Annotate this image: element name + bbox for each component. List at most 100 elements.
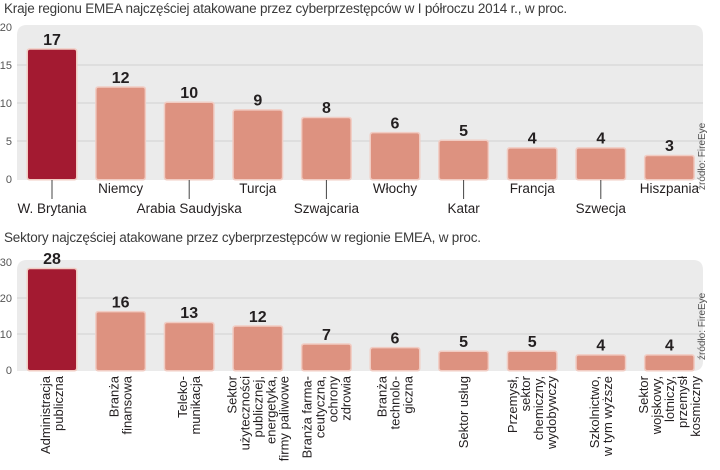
- category-label: Sektorwojskowy,lotniczy,przemysłkosmiczn…: [636, 375, 703, 436]
- category-label-line: Branża farma-: [299, 376, 314, 458]
- category-label: Hiszpania: [640, 181, 700, 196]
- chart-1-title: Kraje regionu EMEA najczęściej atakowane…: [4, 1, 567, 16]
- bar: [645, 156, 694, 179]
- category-label-line: Administracja: [38, 375, 53, 454]
- chart-1: 0 5 10 15 20 17 W. Brytania 12 Niemcy 10 Arabia Sa…: [0, 22, 703, 216]
- chart-2-source: źródło: FireEye: [697, 292, 708, 360]
- bar: [302, 118, 351, 179]
- y-tick-label: 10: [0, 98, 12, 110]
- y-tick-label: 20: [0, 22, 12, 34]
- category-label: Katar: [447, 201, 480, 216]
- category-label: Arabia Saudyjska: [137, 201, 243, 216]
- category-label-line: chemiczny,: [531, 376, 546, 440]
- category-label-line: Sektor: [224, 375, 239, 413]
- y-tick-label: 0: [6, 174, 12, 186]
- category-label-line: giczna: [401, 375, 416, 413]
- bar-value-label: 7: [322, 327, 331, 344]
- bar: [233, 326, 282, 370]
- bar: [576, 148, 625, 179]
- category-label-line: publiczna: [51, 375, 66, 431]
- category-label-line: użyteczności: [237, 376, 252, 451]
- category-label-line: przemysł: [675, 376, 690, 428]
- bar-value-label: 5: [528, 334, 537, 351]
- category-label-line: kosmiczny: [688, 376, 703, 437]
- bar: [165, 103, 214, 179]
- category-label-line: publicznej,: [250, 376, 265, 437]
- category-label: Sektor usług: [456, 376, 471, 448]
- category-label-line: ochrony: [325, 376, 340, 423]
- bar: [165, 323, 214, 370]
- y-tick-label: 5: [6, 136, 12, 148]
- category-label: Francja: [510, 181, 556, 196]
- bar-value-label: 5: [459, 334, 468, 351]
- bar-value-label: 4: [665, 338, 674, 355]
- category-label-line: Sektor usług: [456, 376, 471, 448]
- category-label-line: firmy paliwowe: [276, 376, 291, 461]
- y-tick-label: 15: [0, 60, 12, 72]
- category-label-line: w tym wyższe: [600, 376, 615, 457]
- category-label-line: technolo-: [388, 376, 403, 429]
- chart-1-source: źródło: FireEye: [697, 122, 708, 190]
- bar-value-label: 12: [112, 70, 130, 87]
- bar-value-label: 16: [112, 294, 130, 311]
- category-label-line: zdrowia: [338, 375, 353, 421]
- chart-2-title: Sektory najczęściej atakowane przez cybe…: [4, 230, 481, 245]
- y-tick-label: 20: [0, 293, 12, 305]
- bar: [302, 344, 351, 370]
- bar-value-label: 17: [43, 32, 61, 49]
- bar-value-label: 13: [180, 305, 198, 322]
- bar: [439, 352, 488, 370]
- category-label: Teleko-munikacja: [175, 375, 203, 434]
- category-label-line: energetyka,: [263, 376, 278, 444]
- bar: [28, 49, 76, 179]
- bar: [576, 355, 625, 370]
- bar-value-label: 4: [596, 131, 605, 148]
- y-tick-label: 0: [6, 365, 12, 377]
- category-label-line: Szkolnictwo,: [587, 376, 602, 448]
- bar-value-label: 6: [391, 330, 400, 347]
- bar: [96, 312, 145, 370]
- bar: [371, 133, 419, 179]
- bar: [645, 355, 694, 370]
- category-label-line: ceutyczna,: [312, 376, 327, 438]
- bar-value-label: 9: [253, 93, 262, 110]
- bar-value-label: 6: [391, 115, 400, 132]
- bar-value-label: 5: [459, 123, 468, 140]
- bar: [96, 87, 145, 179]
- category-label-line: Teleko-: [175, 376, 190, 418]
- category-label-line: wydobywczy: [544, 376, 559, 450]
- bar-value-label: 4: [528, 131, 537, 148]
- bar-value-label: 10: [180, 85, 198, 102]
- category-label-line: lotniczy,: [662, 376, 677, 422]
- bar-value-label: 8: [322, 100, 331, 117]
- bar: [28, 269, 76, 370]
- bar: [233, 110, 282, 179]
- y-tick-label: 30: [0, 257, 12, 269]
- bar: [439, 141, 488, 179]
- category-label: W. Brytania: [17, 201, 87, 216]
- bar: [371, 348, 419, 370]
- category-label-line: Sektor: [636, 375, 651, 413]
- bar-value-label: 4: [596, 338, 605, 355]
- category-label: Włochy: [373, 181, 418, 196]
- category-label: Szkolnictwo,w tym wyższe: [587, 376, 615, 457]
- bar-value-label: 3: [665, 138, 674, 155]
- category-label-line: Przemysł,: [505, 376, 520, 433]
- bar: [508, 352, 557, 370]
- bar-value-label: 28: [43, 251, 61, 268]
- category-label-line: munikacja: [188, 375, 203, 434]
- category-label: Szwajcaria: [294, 201, 360, 216]
- y-tick-label: 10: [0, 329, 12, 341]
- bar: [508, 148, 557, 179]
- category-label-line: sektor: [518, 375, 533, 411]
- category-label-line: wojskowy,: [649, 376, 664, 435]
- category-label: Niemcy: [98, 181, 143, 196]
- category-label: Turcja: [239, 181, 276, 196]
